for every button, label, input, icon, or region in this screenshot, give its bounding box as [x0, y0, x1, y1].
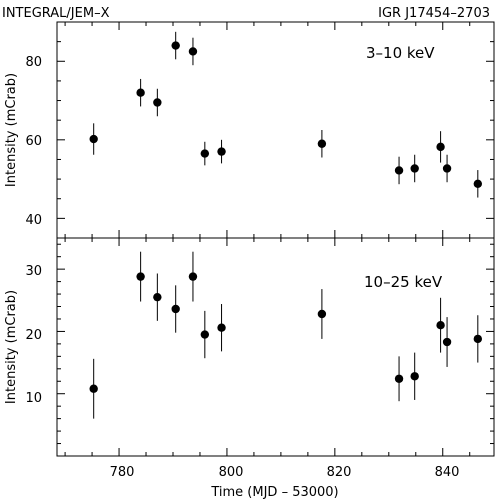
band-label-10-25kev: 10–25 keV: [364, 273, 443, 291]
top-data-point: [153, 98, 162, 107]
band-label-3-10kev: 3–10 keV: [366, 44, 435, 62]
top-y-tick-label-80: 80: [25, 55, 42, 70]
top-data-point: [217, 147, 226, 156]
bottom-y-axis-label: Intensity (mCrab): [4, 290, 19, 404]
bottom-panel: 10–25 keV Intensity (mCrab) 10 20 30: [4, 237, 495, 457]
top-data-point: [89, 134, 98, 144]
top-y-tick-label-40: 40: [25, 213, 42, 228]
bottom-data-point: [136, 272, 145, 281]
top-y-axis-label: Intensity (mCrab): [4, 73, 19, 187]
bottom-data-point: [442, 337, 452, 347]
top-data-point: [188, 47, 198, 56]
x-tick-label-800: 800: [219, 465, 244, 480]
bottom-panel-frame: [56, 237, 495, 457]
top-data-point: [473, 179, 483, 189]
bottom-data-point: [89, 384, 98, 393]
bottom-data-point: [410, 372, 419, 381]
bottom-y-tick-label-20: 20: [25, 328, 42, 343]
top-data-point: [171, 41, 180, 50]
top-data-point: [317, 139, 327, 148]
top-data-point: [442, 164, 452, 173]
top-y-tick-label-60: 60: [25, 134, 42, 149]
x-axis-label: Time (MJD – 53000): [210, 485, 338, 500]
x-tick-label-780: 780: [110, 465, 135, 480]
bottom-data-point: [436, 321, 445, 330]
top-panel: 3–10 keV Intensity (mCrab) 40 60 80: [4, 21, 495, 239]
top-data-point: [394, 166, 404, 175]
bottom-data-point: [394, 374, 404, 383]
bottom-data-point: [217, 323, 226, 332]
bottom-data-point: [188, 272, 198, 281]
bottom-data-point: [473, 334, 483, 344]
bottom-data-point: [317, 309, 327, 319]
top-data-point: [410, 164, 419, 173]
instrument-label: INTEGRAL/JEM–X: [2, 6, 110, 21]
x-tick-label-820: 820: [327, 465, 352, 480]
bottom-data-point: [171, 304, 180, 314]
bottom-y-tick-label-30: 30: [25, 264, 42, 279]
x-tick-label-840: 840: [435, 465, 460, 480]
top-data-point: [136, 88, 145, 97]
bottom-data-point: [153, 292, 162, 302]
bottom-data-point: [200, 330, 210, 339]
source-label: IGR J17454–2703: [378, 6, 490, 21]
top-data-point: [200, 149, 210, 158]
top-data-point: [436, 142, 445, 152]
bottom-y-tick-label-10: 10: [25, 391, 42, 406]
